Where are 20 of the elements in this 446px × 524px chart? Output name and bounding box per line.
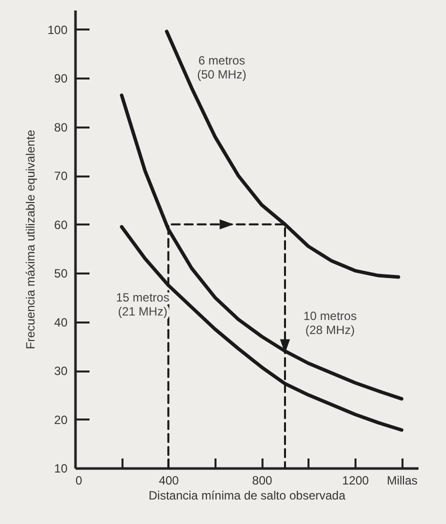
y-tick-label: 30 (54, 364, 68, 378)
x-tick-label: 1200 (342, 474, 370, 488)
y-axis-title: Frecuencia máxima utilizable equivalente (23, 129, 38, 350)
y-tick-label: 80 (54, 120, 68, 134)
y-tick-label: 100 (47, 22, 68, 37)
series-label: 15 metros (21 MHz) (116, 290, 170, 318)
y-tick-label: 90 (54, 72, 68, 86)
y-tick-label: 20 (54, 412, 68, 427)
y-tick-label: 50 (54, 266, 68, 281)
y-tick-label: 10 (54, 462, 68, 476)
y-tick-label: 70 (54, 169, 68, 184)
x-tick-label: 400 (158, 474, 180, 488)
y-tick-label: 60 (54, 218, 68, 232)
x-tick-label: Millas (386, 474, 418, 488)
x-tick-label: 800 (252, 474, 272, 488)
series-label: 10 metros (28 MHz) (303, 308, 357, 337)
y-tick-label: 40 (54, 315, 68, 330)
x-tick-label: 0 (76, 474, 82, 488)
x-axis-title: Distancia mínima de salto observada (148, 488, 346, 502)
series-label: 6 metros (50 MHz) (197, 54, 246, 82)
